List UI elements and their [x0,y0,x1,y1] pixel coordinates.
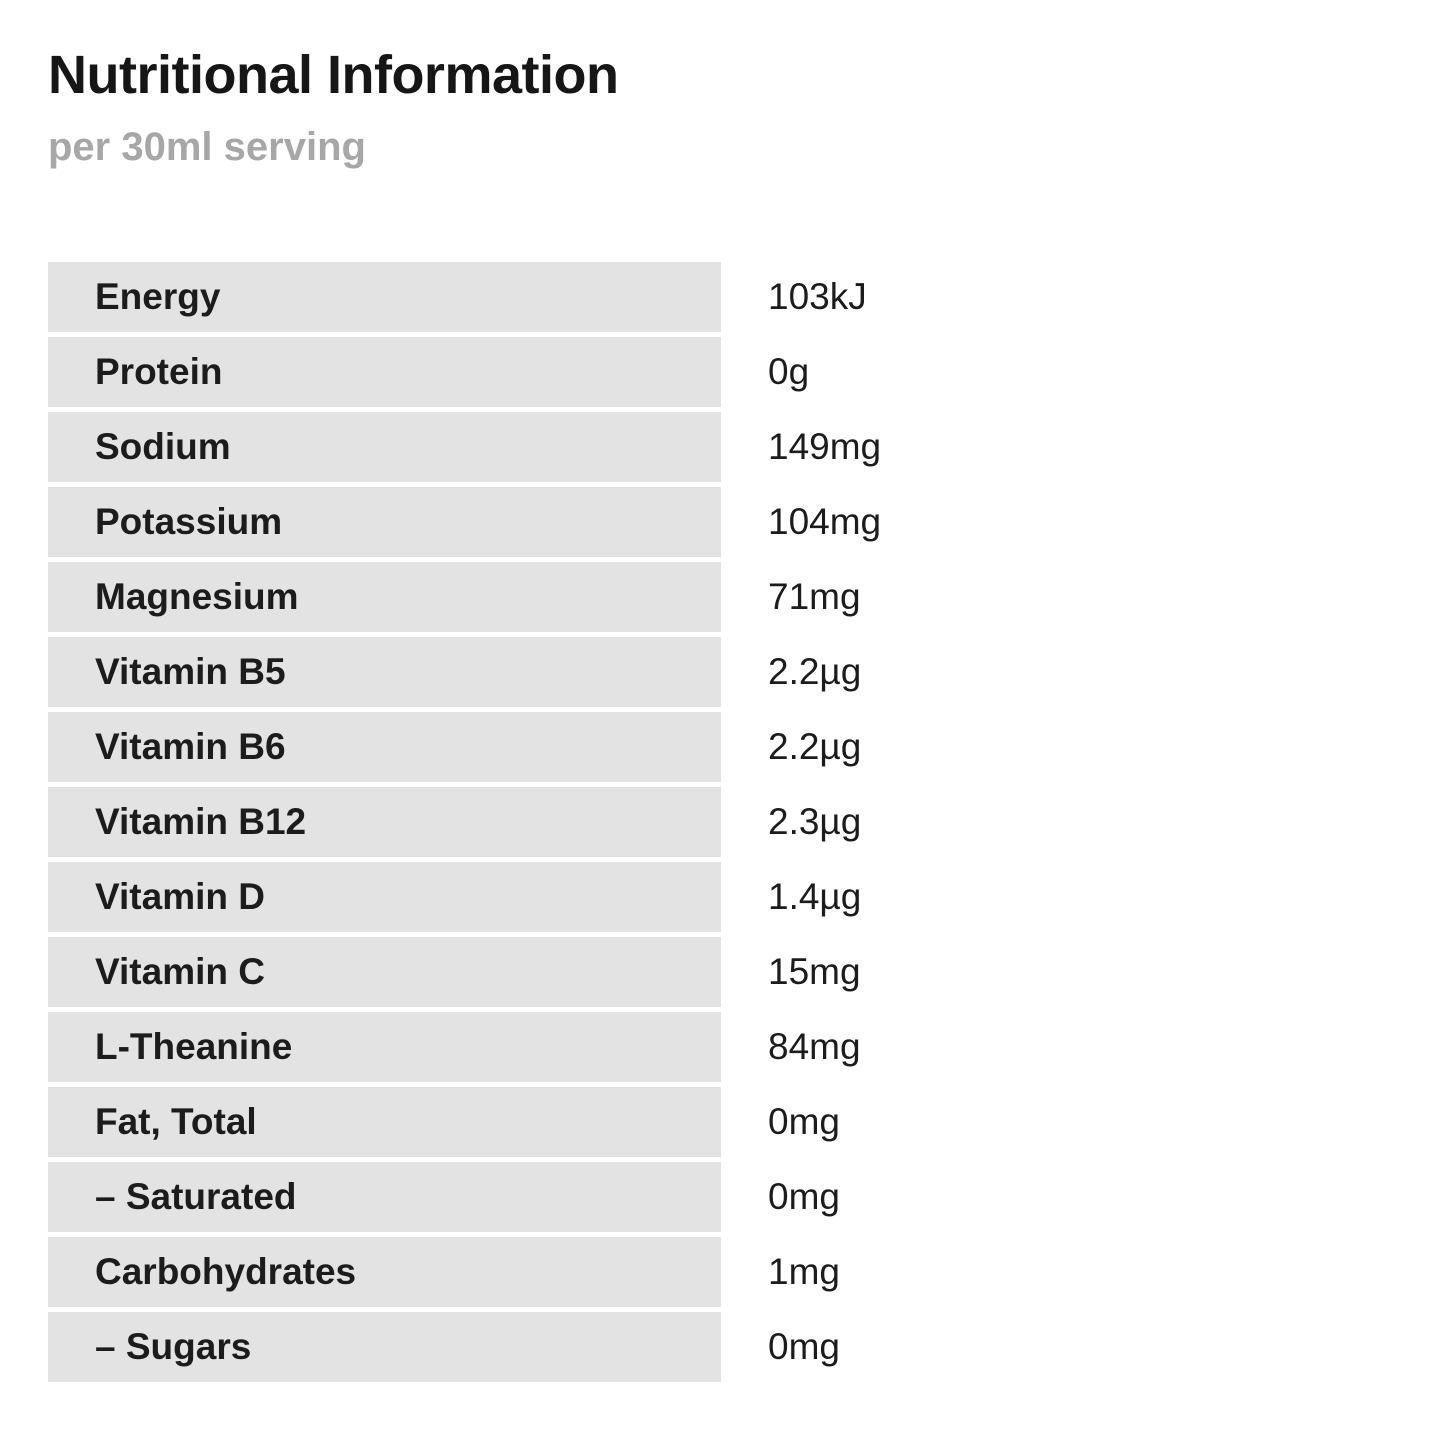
row-value: 104mg [768,501,882,543]
nutrient-label-bar: Energy [48,262,721,333]
row-value-cell: 1.4µg [768,862,861,932]
nutrient-label-bar: Sodium [48,412,721,483]
nutrient-label-bar: Carbohydrates [48,1237,721,1308]
row-value-cell: 2.3µg [768,787,861,857]
table-row: Sodium 149mg [48,412,1445,483]
nutrient-label-bar: Vitamin B6 [48,712,721,783]
serving-subtitle: per 30ml serving [48,125,366,170]
nutrient-label-bar: Protein [48,337,721,408]
row-value: 0g [768,351,810,393]
nutrient-label-bar: Fat, Total [48,1087,721,1158]
row-value: 15mg [768,951,861,993]
table-row: Vitamin D 1.4µg [48,862,1445,933]
row-label: Fat, Total [95,1101,257,1143]
row-value: 2.2µg [768,651,862,693]
row-label: Vitamin B6 [95,726,286,768]
row-value-cell: 1mg [768,1237,840,1307]
row-value: 149mg [768,426,882,468]
nutrient-label-bar: – Saturated [48,1162,721,1233]
row-value-cell: 149mg [768,412,881,482]
nutrient-label-bar: Vitamin C [48,937,721,1008]
nutrient-label-bar: Potassium [48,487,721,558]
row-value: 2.2µg [768,726,862,768]
row-label: Energy [95,276,221,318]
nutrient-label-bar: Vitamin B5 [48,637,721,708]
row-value-cell: 103kJ [768,262,867,332]
nutrient-label-bar: Vitamin B12 [48,787,721,858]
row-value: 103kJ [768,276,867,318]
row-label: Vitamin B12 [95,801,307,843]
row-value-cell: 71mg [768,562,861,632]
row-label: Magnesium [95,576,299,618]
row-label: Vitamin B5 [95,651,286,693]
row-value-cell: 0g [768,337,809,407]
row-value: 84mg [768,1026,861,1068]
page-title: Nutritional Information [48,45,619,105]
row-value-cell: 2.2µg [768,637,861,707]
row-value: 1mg [768,1251,840,1293]
row-value: 0mg [768,1176,840,1218]
table-row: – Saturated 0mg [48,1162,1445,1233]
nutrition-table: Energy 103kJ Protein 0g Sodium 149mg Pot… [48,262,1445,1383]
nutrient-label-bar: – Sugars [48,1312,721,1383]
nutrient-label-bar: L-Theanine [48,1012,721,1083]
table-row: Vitamin B5 2.2µg [48,637,1445,708]
row-value-cell: 0mg [768,1087,840,1157]
row-label: Potassium [95,501,283,543]
table-row: Vitamin C 15mg [48,937,1445,1008]
table-row: Vitamin B6 2.2µg [48,712,1445,783]
table-row: – Sugars 0mg [48,1312,1445,1383]
row-value-cell: 15mg [768,937,861,1007]
table-row: Carbohydrates 1mg [48,1237,1445,1308]
row-value-cell: 0mg [768,1162,840,1232]
row-value-cell: 0mg [768,1312,840,1382]
row-value: 2.3µg [768,801,862,843]
row-label: Carbohydrates [95,1251,357,1293]
row-value-cell: 84mg [768,1012,861,1082]
table-row: Protein 0g [48,337,1445,408]
nutrient-label-bar: Vitamin D [48,862,721,933]
row-label: Sodium [95,426,231,468]
row-label: Protein [95,351,223,393]
row-label: L-Theanine [95,1026,293,1068]
table-row: Potassium 104mg [48,487,1445,558]
row-value: 0mg [768,1326,840,1368]
row-value: 71mg [768,576,861,618]
row-label: Vitamin D [95,876,265,918]
table-row: Vitamin B12 2.3µg [48,787,1445,858]
row-value-cell: 2.2µg [768,712,861,782]
table-row: L-Theanine 84mg [48,1012,1445,1083]
table-row: Energy 103kJ [48,262,1445,333]
nutrient-label-bar: Magnesium [48,562,721,633]
row-value: 0mg [768,1101,840,1143]
table-row: Fat, Total 0mg [48,1087,1445,1158]
row-label: – Sugars [95,1326,252,1368]
row-value: 1.4µg [768,876,862,918]
row-label: Vitamin C [95,951,265,993]
table-row: Magnesium 71mg [48,562,1445,633]
row-label: – Saturated [95,1176,297,1218]
row-value-cell: 104mg [768,487,881,557]
